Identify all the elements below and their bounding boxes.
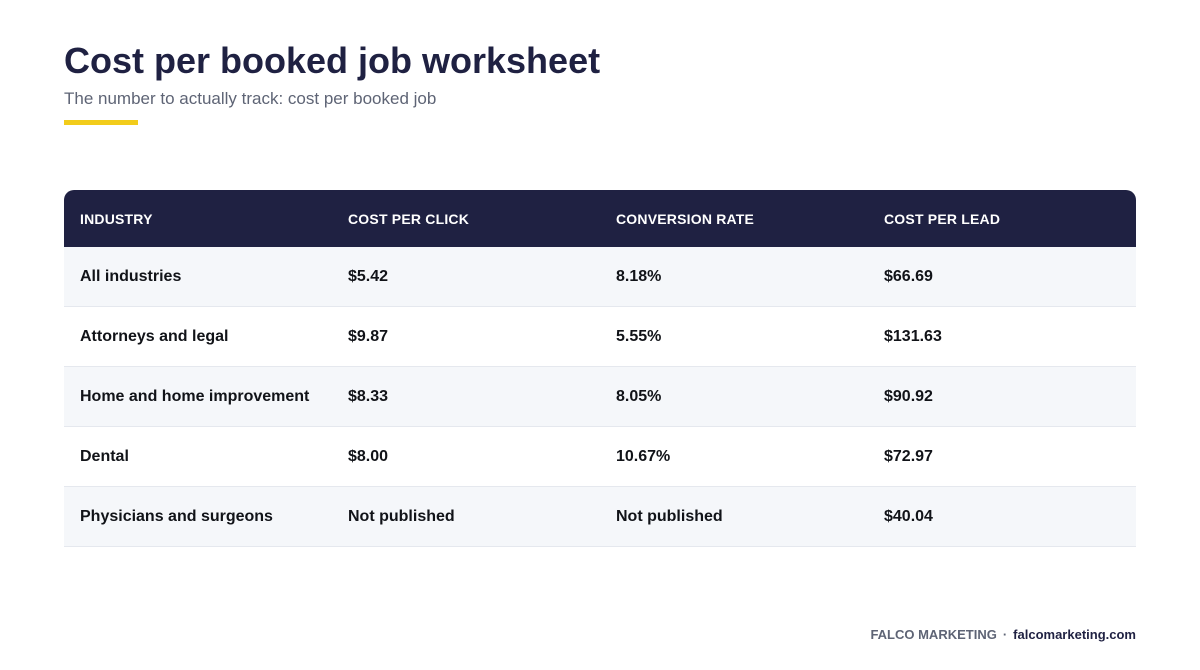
title-accent-bar — [64, 120, 138, 125]
column-header-cost-per-lead: COST PER LEAD — [884, 210, 1001, 227]
cell-cost-per-lead: $131.63 — [884, 327, 942, 345]
cell-cost-per-lead: $90.92 — [884, 387, 933, 405]
cell-conversion-rate: 5.55% — [616, 327, 662, 345]
cell-industry: Attorneys and legal — [80, 327, 229, 345]
table-row: All industries $5.42 8.18% $66.69 — [64, 247, 1136, 307]
column-header-industry: INDUSTRY — [80, 210, 153, 227]
footer-brand: FALCO MARKETING — [870, 627, 997, 642]
footer-separator: · — [1002, 627, 1008, 642]
footer-site-link[interactable]: falcomarketing.com — [1013, 627, 1136, 642]
cell-cost-per-click: $8.00 — [348, 447, 389, 465]
cell-conversion-rate: 8.18% — [616, 267, 662, 285]
column-header-conversion-rate: CONVERSION RATE — [616, 210, 755, 227]
page-subtitle: The number to actually track: cost per b… — [64, 89, 437, 108]
cost-table: INDUSTRY COST PER CLICK CONVERSION RATE … — [64, 190, 1136, 547]
page-title: Cost per booked job worksheet — [64, 40, 601, 81]
cell-conversion-rate: Not published — [616, 507, 723, 525]
table-row: Home and home improvement $8.33 8.05% $9… — [64, 367, 1136, 427]
cell-industry: Physicians and surgeons — [80, 507, 273, 525]
cell-cost-per-lead: $66.69 — [884, 267, 933, 285]
cell-industry: Dental — [80, 447, 129, 465]
cell-cost-per-lead: $40.04 — [884, 507, 933, 525]
cell-cost-per-click: $9.87 — [348, 327, 389, 345]
cell-cost-per-click: $8.33 — [348, 387, 389, 405]
cell-cost-per-click: $5.42 — [348, 267, 389, 285]
cell-cost-per-lead: $72.97 — [884, 447, 933, 465]
table-row: Dental $8.00 10.67% $72.97 — [64, 427, 1136, 487]
table-header: INDUSTRY COST PER CLICK CONVERSION RATE … — [64, 190, 1136, 247]
table-row: Physicians and surgeons Not published No… — [64, 487, 1136, 547]
cell-industry: All industries — [80, 267, 182, 285]
table-row: Attorneys and legal $9.87 5.55% $131.63 — [64, 307, 1136, 367]
cell-conversion-rate: 10.67% — [616, 447, 671, 465]
footer-credit: FALCO MARKETING · falcomarketing.com — [870, 627, 1136, 642]
cell-industry: Home and home improvement — [80, 387, 310, 405]
column-header-cost-per-click: COST PER CLICK — [348, 210, 470, 227]
cell-cost-per-click: Not published — [348, 507, 455, 525]
cell-conversion-rate: 8.05% — [616, 387, 662, 405]
